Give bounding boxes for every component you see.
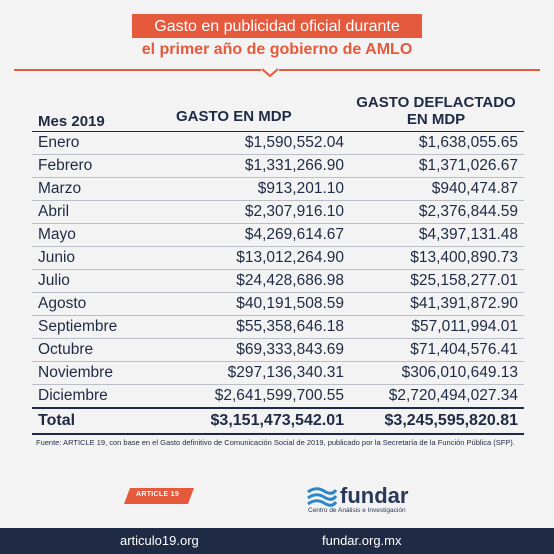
total-spend-cell: $3,151,473,542.01 — [168, 406, 346, 435]
wave-icon — [307, 487, 338, 507]
month-cell: Noviembre — [32, 361, 168, 385]
spend-cell: $297,136,340.31 — [168, 361, 346, 385]
table-row: Octubre $69,333,843.69 $71,404,576.41 — [32, 338, 524, 362]
table-row: Abril $2,307,916.10 $2,376,844.59 — [32, 200, 524, 224]
footer-bar: articulo19.org fundar.org.mx — [0, 528, 554, 554]
deflated-cell: $2,720,494,027.34 — [346, 384, 524, 408]
article19-logo-text: ARTICLE 19 — [136, 491, 180, 498]
column-header-deflated: GASTO DEFLACTADO EN MDP — [350, 94, 522, 129]
spending-table: Enero $1,590,552.04 $1,638,055.65 Febrero $1… — [32, 131, 524, 435]
deflated-cell: $4,397,131.48 — [346, 223, 524, 247]
footer-link-fundar[interactable]: fundar.org.mx — [322, 533, 402, 548]
column-header-spend: GASTO EN MDP — [176, 108, 292, 125]
spend-cell: $24,428,686.98 — [168, 269, 346, 293]
footer-link-article19[interactable]: articulo19.org — [120, 533, 199, 548]
column-header-deflated-line-1: GASTO DEFLACTADO — [356, 94, 516, 111]
fundar-logo-name: fundar — [340, 483, 409, 508]
month-cell: Julio — [32, 269, 168, 293]
column-header-month: Mes 2019 — [38, 113, 105, 130]
deflated-cell: $57,011,994.01 — [346, 315, 524, 339]
month-cell: Diciembre — [32, 384, 168, 408]
table-row: Febrero $1,331,266.90 $1,371,026.67 — [32, 154, 524, 178]
table-row: Mayo $4,269,614.67 $4,397,131.48 — [32, 223, 524, 247]
deflated-cell: $25,158,277.01 — [346, 269, 524, 293]
spend-cell: $40,191,508.59 — [168, 292, 346, 316]
fundar-logo-subtitle: Centro de Análisis e Investigación — [308, 507, 406, 514]
title-line-2: el primer año de gobierno de AMLO — [141, 41, 413, 59]
total-label: Total — [32, 406, 168, 435]
title-line-1: Gasto en publicidad oficial durante — [132, 14, 422, 39]
spend-cell: $1,331,266.90 — [168, 154, 346, 178]
deflated-cell: $1,371,026.67 — [346, 154, 524, 178]
column-header-deflated-line-2: EN MDP — [406, 111, 466, 129]
month-cell: Septiembre — [32, 315, 168, 339]
spend-cell: $913,201.10 — [168, 177, 346, 201]
month-cell: Febrero — [32, 154, 168, 178]
deflated-cell: $71,404,576.41 — [346, 338, 524, 362]
table-row: Julio $24,428,686.98 $25,158,277.01 — [32, 269, 524, 293]
deflated-cell: $41,391,872.90 — [346, 292, 524, 316]
spend-cell: $1,590,552.04 — [168, 131, 346, 155]
article19-logo: ARTICLE 19 — [124, 486, 196, 506]
month-cell: Agosto — [32, 292, 168, 316]
total-row: Total $3,151,473,542.01 $3,245,595,820.81 — [32, 406, 524, 435]
table-body: Enero $1,590,552.04 $1,638,055.65 Febrero $1… — [32, 131, 524, 435]
table-row: Junio $13,012,264.90 $13,400,890.73 — [32, 246, 524, 270]
spend-cell: $2,641,599,700.55 — [168, 384, 346, 408]
fundar-logo: fundar Centro de Análisis e Investigació… — [306, 483, 436, 517]
table-row: Agosto $40,191,508.59 $41,391,872.90 — [32, 292, 524, 316]
month-cell: Abril — [32, 200, 168, 224]
deflated-cell: $1,638,055.65 — [346, 131, 524, 155]
spend-cell: $4,269,614.67 — [168, 223, 346, 247]
source-note: Fuente: ARTICLE 19, con base en el Gasto… — [36, 438, 515, 447]
table-row: Marzo $913,201.10 $940,474.87 — [32, 177, 524, 201]
article19-logo-shape — [124, 488, 194, 504]
spend-cell: $55,358,646.18 — [168, 315, 346, 339]
month-cell: Octubre — [32, 338, 168, 362]
spend-cell: $69,333,843.69 — [168, 338, 346, 362]
spend-cell: $13,012,264.90 — [168, 246, 346, 270]
deflated-cell: $2,376,844.59 — [346, 200, 524, 224]
month-cell: Enero — [32, 131, 168, 155]
deflated-cell: $13,400,890.73 — [346, 246, 524, 270]
deflated-cell: $306,010,649.13 — [346, 361, 524, 385]
table-row: Septiembre $55,358,646.18 $57,011,994.01 — [32, 315, 524, 339]
table-row: Enero $1,590,552.04 $1,638,055.65 — [32, 131, 524, 155]
table-row: Diciembre $2,641,599,700.55 $2,720,494,027… — [32, 384, 524, 408]
month-cell: Mayo — [32, 223, 168, 247]
month-cell: Marzo — [32, 177, 168, 201]
table-row: Noviembre $297,136,340.31 $306,010,649.13 — [32, 361, 524, 385]
chevron-down-icon — [261, 68, 279, 78]
deflated-cell: $940,474.87 — [346, 177, 524, 201]
total-deflated-cell: $3,245,595,820.81 — [346, 406, 524, 435]
month-cell: Junio — [32, 246, 168, 270]
title-block: Gasto en publicidad oficial durante el p… — [124, 14, 430, 62]
spend-cell: $2,307,916.10 — [168, 200, 346, 224]
